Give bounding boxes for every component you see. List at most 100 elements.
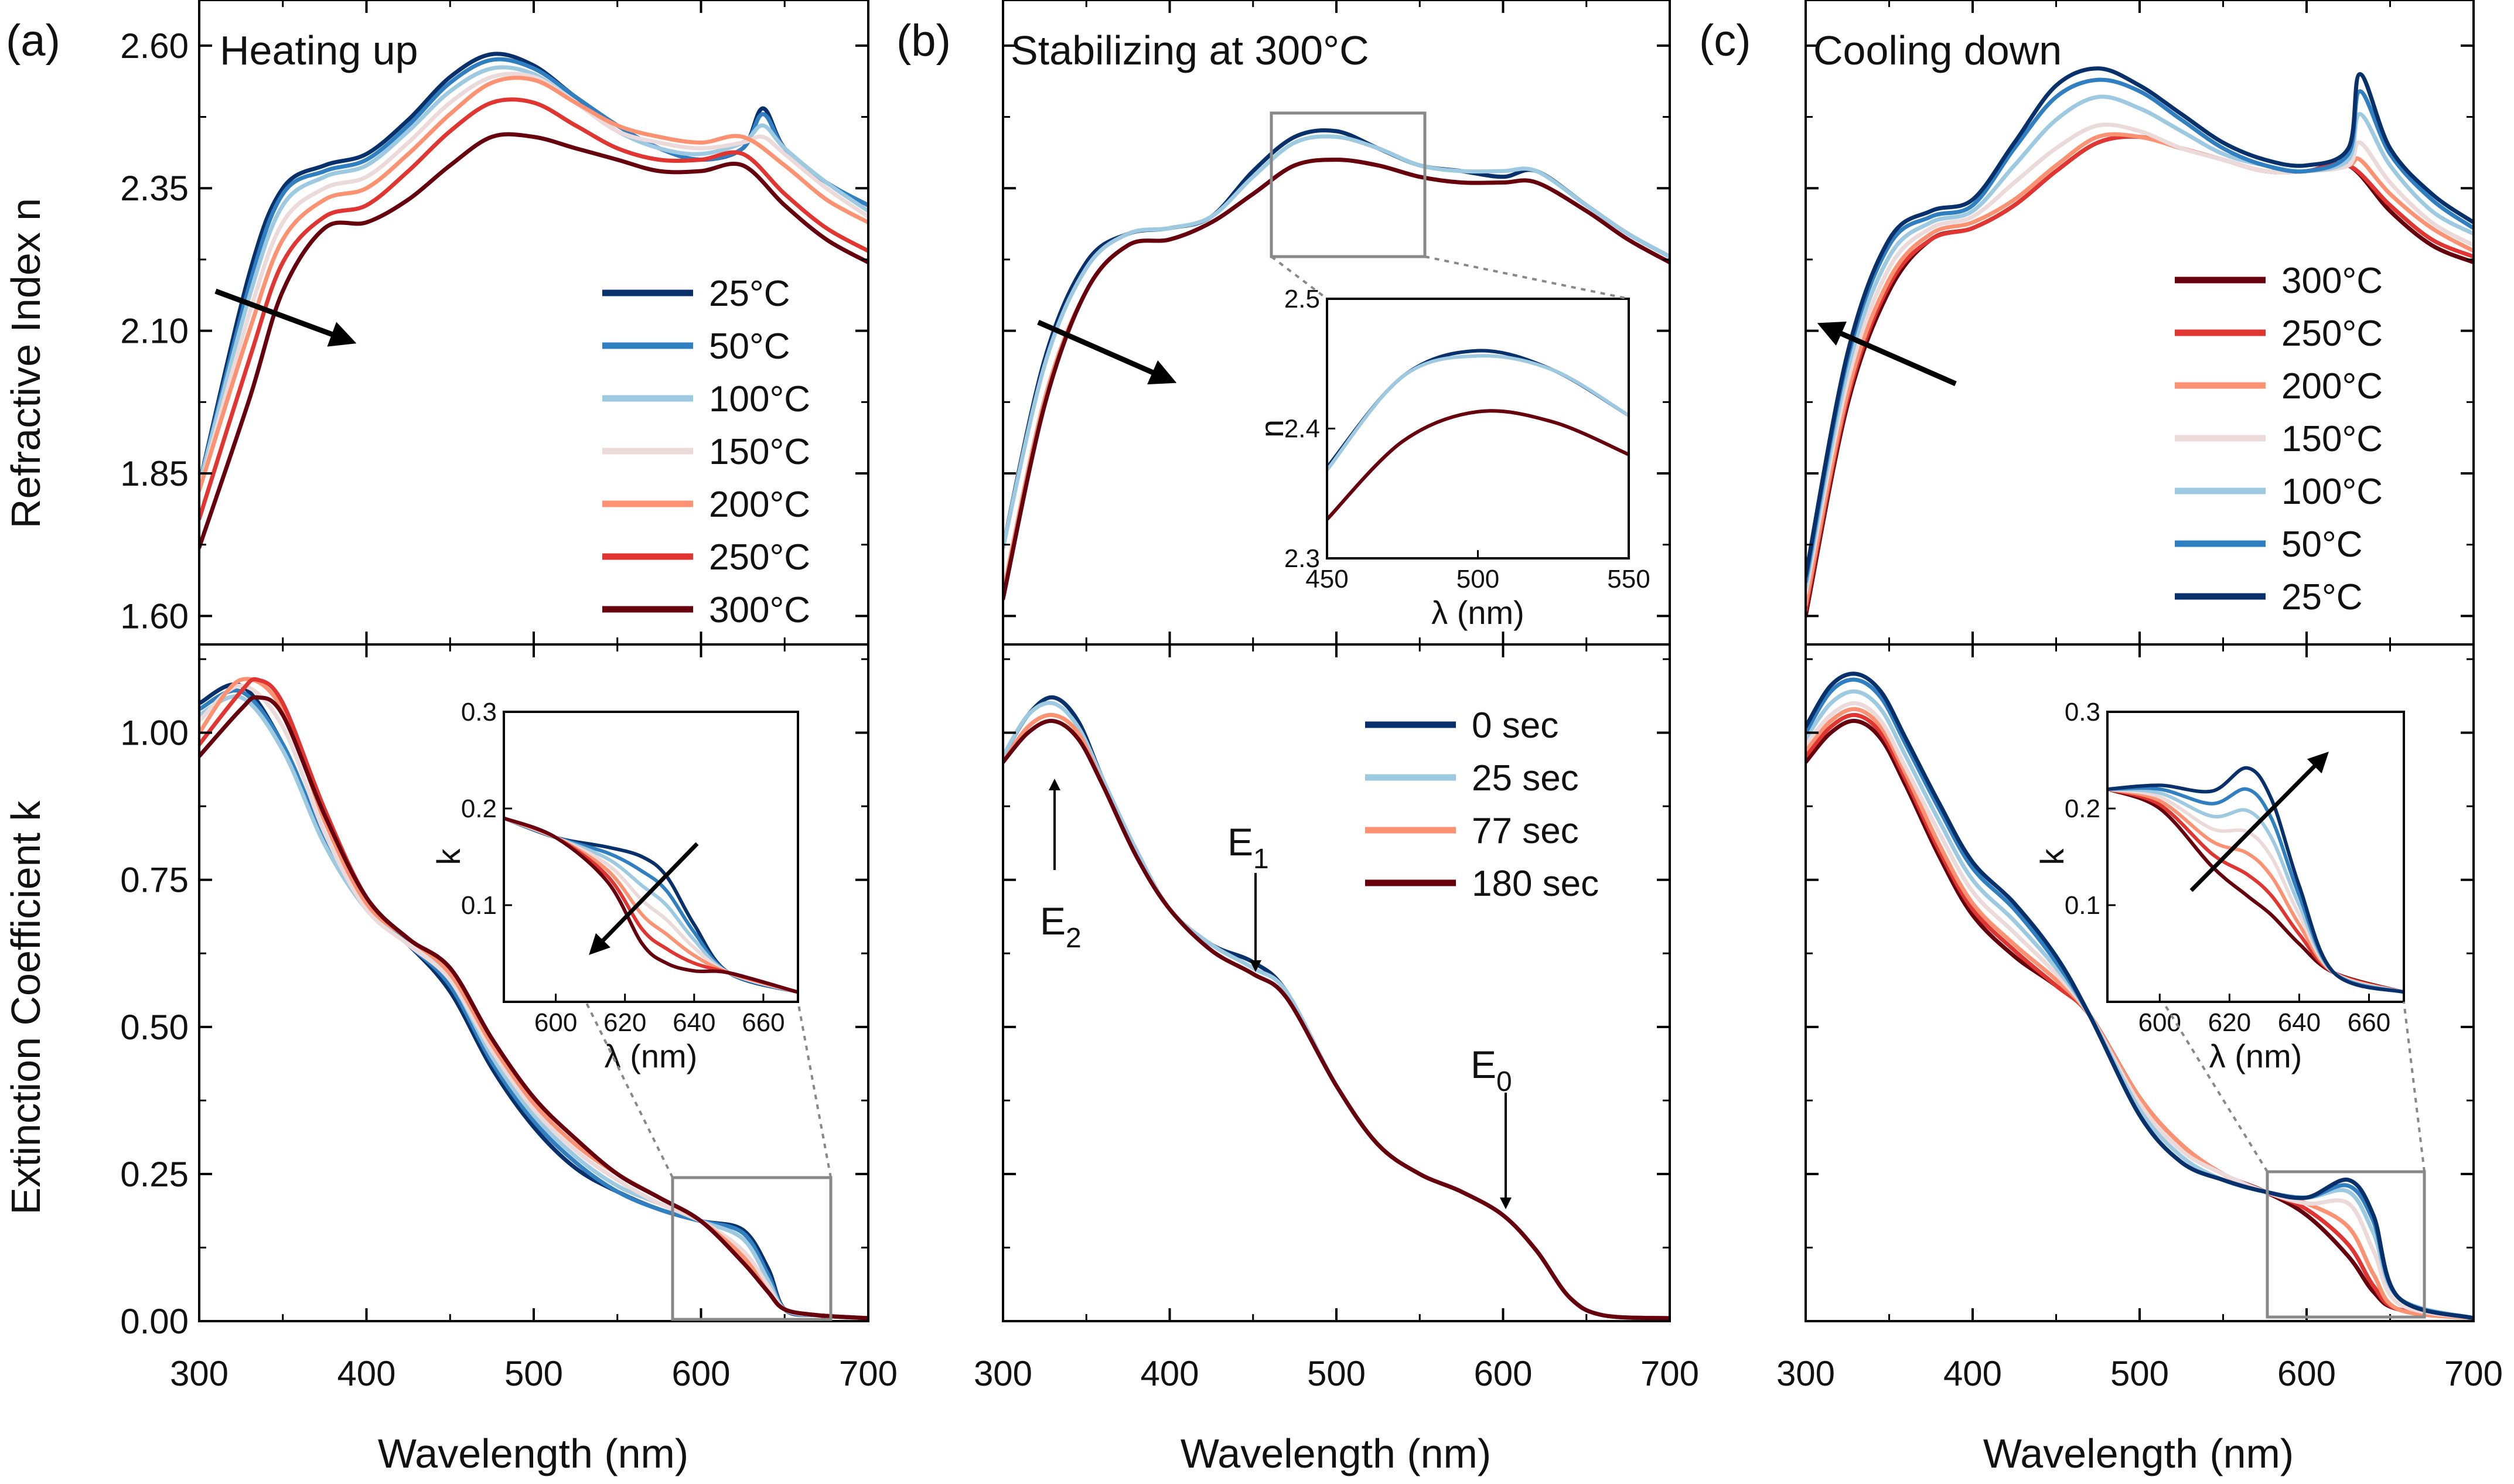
panel-title-c: Cooling down <box>1813 28 2062 73</box>
legend-label: 300°C <box>2281 261 2383 301</box>
x-tick-label: 300 <box>170 1354 228 1393</box>
series-line-100C <box>1806 94 2474 590</box>
series-line-50C <box>199 57 868 487</box>
y-tick-label: 0.75 <box>120 861 189 900</box>
inset-border <box>2106 711 2405 1003</box>
x-tick-label: 600 <box>671 1354 730 1393</box>
y-tick-label: 0.25 <box>120 1155 189 1194</box>
legend-label: 150°C <box>2281 419 2383 459</box>
plot-area: 1.60 1.85 2.10 2.35 2.60 300 400 500 600 700 0.00 0… <box>120 0 2503 1393</box>
inset-c-k-arrow <box>2189 752 2329 892</box>
inset-frame <box>503 711 799 1003</box>
trend-arrow-b-top <box>1037 319 1177 385</box>
inset-x-tick-label: 550 <box>1607 565 1650 593</box>
inset-x-tick-label: 640 <box>673 1008 715 1037</box>
inset-y-tick-label: 2.3 <box>1284 544 1320 573</box>
series-line-250C <box>199 97 868 521</box>
y-tick-label: 2.60 <box>120 26 189 66</box>
x-axis-label-c: Wavelength (nm) <box>1983 1431 2294 1476</box>
zoom-box <box>1270 111 1427 258</box>
x-tick-label: 400 <box>1943 1354 2002 1393</box>
y-tick-label: 1.60 <box>120 596 189 636</box>
series-group <box>1806 671 2474 1321</box>
zoom-connector <box>585 1001 674 1178</box>
panel-label-b: (b) <box>896 16 951 66</box>
inset-border <box>503 711 799 1003</box>
series-line-50C <box>1806 77 2474 584</box>
x-tick-label: 300 <box>1776 1354 1835 1393</box>
label-e0-main: E <box>1471 1043 1496 1086</box>
legend-label: 150°C <box>709 432 810 472</box>
zoom-connector <box>1424 255 1629 300</box>
legend-label: 200°C <box>709 485 810 525</box>
series-line-300C <box>199 695 868 1321</box>
zoom-connector <box>2162 1001 2269 1173</box>
y-tick-label: 0.50 <box>120 1008 189 1047</box>
zoom-c <box>2162 1001 2426 1319</box>
series-line-200C <box>1806 132 2474 607</box>
inset-series <box>2107 766 2404 994</box>
label-e0-sub: 0 <box>1496 1066 1512 1097</box>
panel-a-top: 1.60 1.85 2.10 2.35 2.60 <box>120 0 869 646</box>
y-tick-label: 0.00 <box>120 1302 189 1341</box>
panel-label-c: (c) <box>1699 16 1751 66</box>
y-tick-label: 1.00 <box>120 714 189 753</box>
x-tick-label: 500 <box>2110 1354 2169 1393</box>
series-group <box>1003 695 1670 1321</box>
series-group <box>1003 128 1670 601</box>
legend-label: 25 sec <box>1472 758 1579 799</box>
inset-y-tick-label: 0.1 <box>461 891 497 920</box>
series-line-180sec <box>1003 158 1670 601</box>
trend-arrow-c-top <box>1817 321 1957 387</box>
x-tick-label: 500 <box>1307 1354 1366 1393</box>
inset-x-tick-label: 640 <box>2278 1008 2321 1037</box>
inset-y-tick-label: 0.1 <box>2065 891 2100 920</box>
axis-frame <box>1002 643 1671 1322</box>
inset-y-label: n <box>1253 419 1290 438</box>
annotations: (a) (b) (c) Heating up Stabilizing at 30… <box>3 16 2294 1476</box>
inset-x-tick-label: 660 <box>2348 1008 2390 1037</box>
panel-a-bottom: 300 400 500 600 700 0.00 0.25 0.50 0.75 1.00 <box>120 643 898 1393</box>
x-tick-label: 600 <box>2277 1354 2336 1393</box>
x-tick-label: 700 <box>839 1354 898 1393</box>
inset-x-label: λ (nm) <box>1431 594 1524 631</box>
x-tick-label: 700 <box>1640 1354 1699 1393</box>
legend-label: 50°C <box>2281 524 2363 565</box>
series-group <box>1806 66 2474 618</box>
series-group <box>199 677 868 1321</box>
series-line-25sec <box>1003 134 1670 550</box>
panel-c-bottom: 300 400 500 600 700 <box>1776 643 2503 1393</box>
zoom-box <box>671 1176 833 1321</box>
inset-x-tick-label: 450 <box>1305 565 1348 593</box>
zoom-connector <box>797 1001 832 1178</box>
inset-x-tick-label: 620 <box>2208 1008 2251 1037</box>
legend-label: 0 sec <box>1472 705 1558 746</box>
series-line-25C <box>1806 671 2474 1321</box>
zoom-connector <box>2403 1001 2426 1172</box>
series-line-25C <box>1806 66 2474 578</box>
panel-title-b: Stabilizing at 300°C <box>1011 28 1369 73</box>
inset-x-tick-label: 660 <box>742 1008 784 1037</box>
legend-label: 25°C <box>709 274 790 314</box>
y-axis-label-k: Extinction Coefficient k <box>3 800 49 1215</box>
series-line-150C <box>199 71 868 493</box>
series-line-100C <box>199 65 868 487</box>
legend-label: 250°C <box>709 537 810 578</box>
inset-y-tick-label: 2.4 <box>1284 415 1320 444</box>
legend-label: 100°C <box>709 379 810 419</box>
inset-x-tick-label: 600 <box>2138 1008 2181 1037</box>
y-axis-label-n: Refractive Index n <box>3 198 49 528</box>
panel-label-a: (a) <box>6 16 60 66</box>
label-e2-sub: 2 <box>1066 923 1082 954</box>
x-tick-label: 400 <box>337 1354 395 1393</box>
inset-y-tick-label: 0.3 <box>461 698 497 726</box>
label-e1-sub: 1 <box>1253 844 1269 875</box>
panel-title-a: Heating up <box>220 28 418 73</box>
inset-a-k-arrow <box>589 842 699 956</box>
inset-series <box>1327 349 1629 521</box>
y-tick-label: 1.85 <box>120 454 189 493</box>
